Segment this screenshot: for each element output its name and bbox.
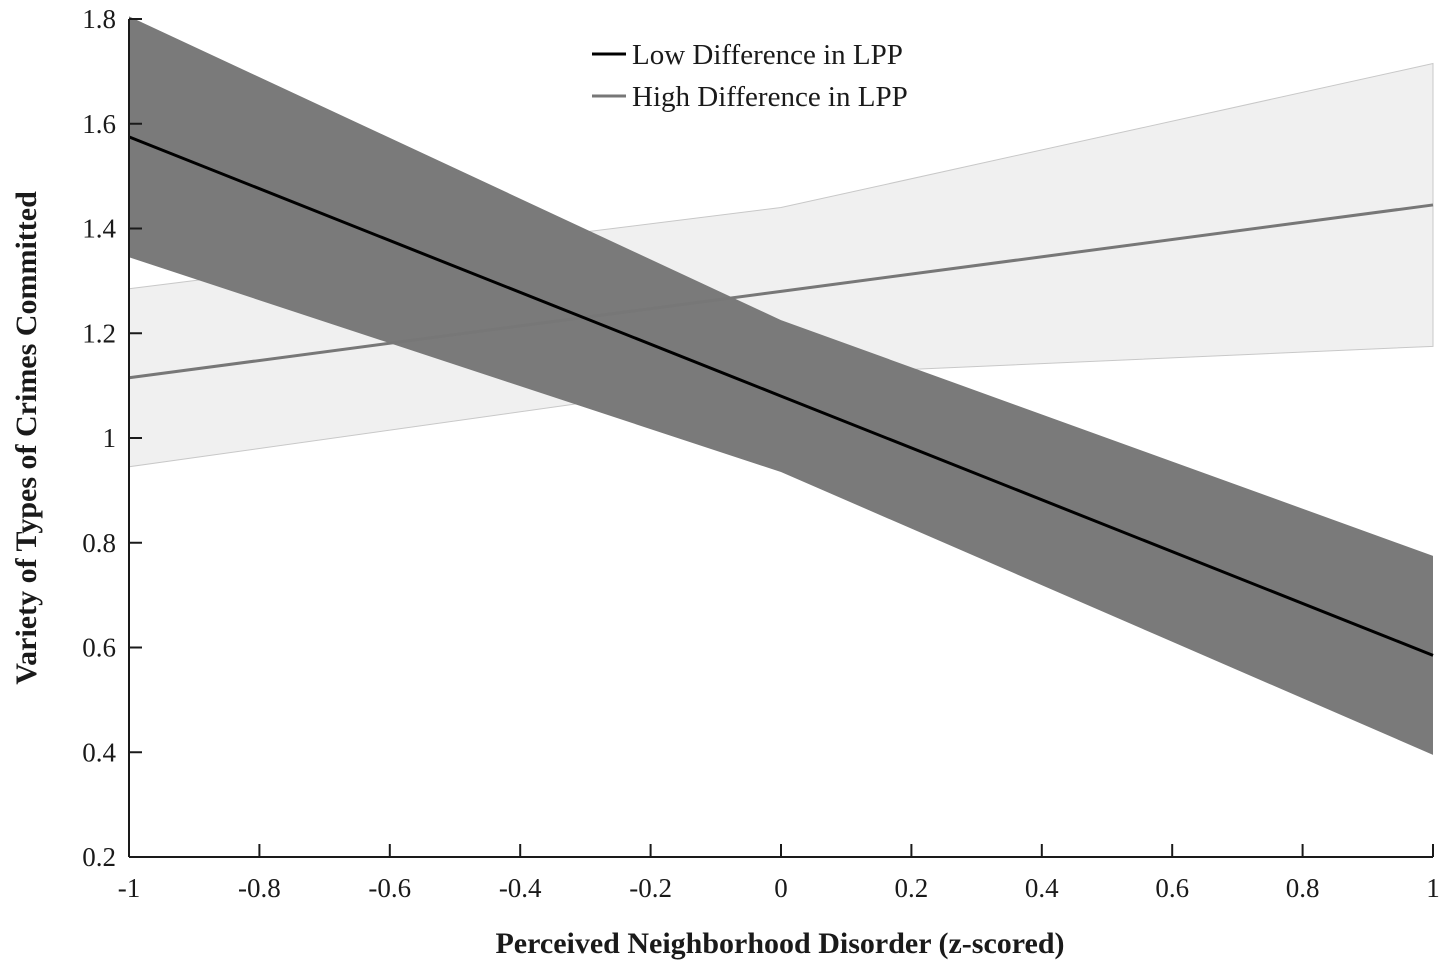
x-tick-label: 0.4: [1025, 873, 1059, 903]
series-line-high: [128, 203, 1434, 380]
y-tick-label: 1.4: [82, 214, 116, 244]
legend-label-low: Low Difference in LPP: [632, 39, 903, 71]
x-axis-ticks: -1 -0.8 -0.6 -0.4 -0.2 0 0.2 0.4 0.6 0.8 1: [118, 844, 1440, 903]
y-tick-label: 1.2: [82, 318, 116, 348]
x-tick-label: 1: [1426, 873, 1440, 903]
y-tick-label: 0.8: [82, 528, 116, 558]
y-tick-label: 0.6: [82, 633, 116, 663]
series-lines: [128, 135, 1434, 657]
x-tick-label: 0.6: [1155, 873, 1189, 903]
confidence-bands: [128, 16, 1434, 755]
confidence-band-low: [129, 16, 1433, 755]
legend: Low Difference in LPP High Difference in …: [592, 39, 908, 113]
x-tick-label: -0.4: [499, 873, 542, 903]
x-tick-label: -0.8: [238, 873, 281, 903]
y-axis-ticks: 0.2 0.4 0.6 0.8 1 1.2 1.4 1.6 1.8: [82, 4, 142, 872]
y-tick-label: 0.4: [82, 737, 116, 767]
x-tick-label: -0.2: [629, 873, 672, 903]
x-tick-label: -0.6: [368, 873, 411, 903]
x-tick-label: 0.8: [1286, 873, 1320, 903]
x-axis-title: Perceived Neighborhood Disorder (z-score…: [495, 927, 1064, 960]
y-axis-title: Variety of Types of Crimes Committed: [10, 191, 43, 685]
y-tick-label: 1: [103, 423, 117, 453]
series-line-low: [128, 135, 1434, 657]
x-tick-label: 0: [774, 873, 788, 903]
x-tick-label: -1: [118, 873, 141, 903]
y-tick-label: 1.6: [82, 109, 116, 139]
y-tick-label: 0.2: [82, 842, 116, 872]
y-tick-label: 1.8: [82, 4, 116, 34]
legend-label-high: High Difference in LPP: [632, 81, 908, 113]
x-tick-label: 0.2: [895, 873, 929, 903]
